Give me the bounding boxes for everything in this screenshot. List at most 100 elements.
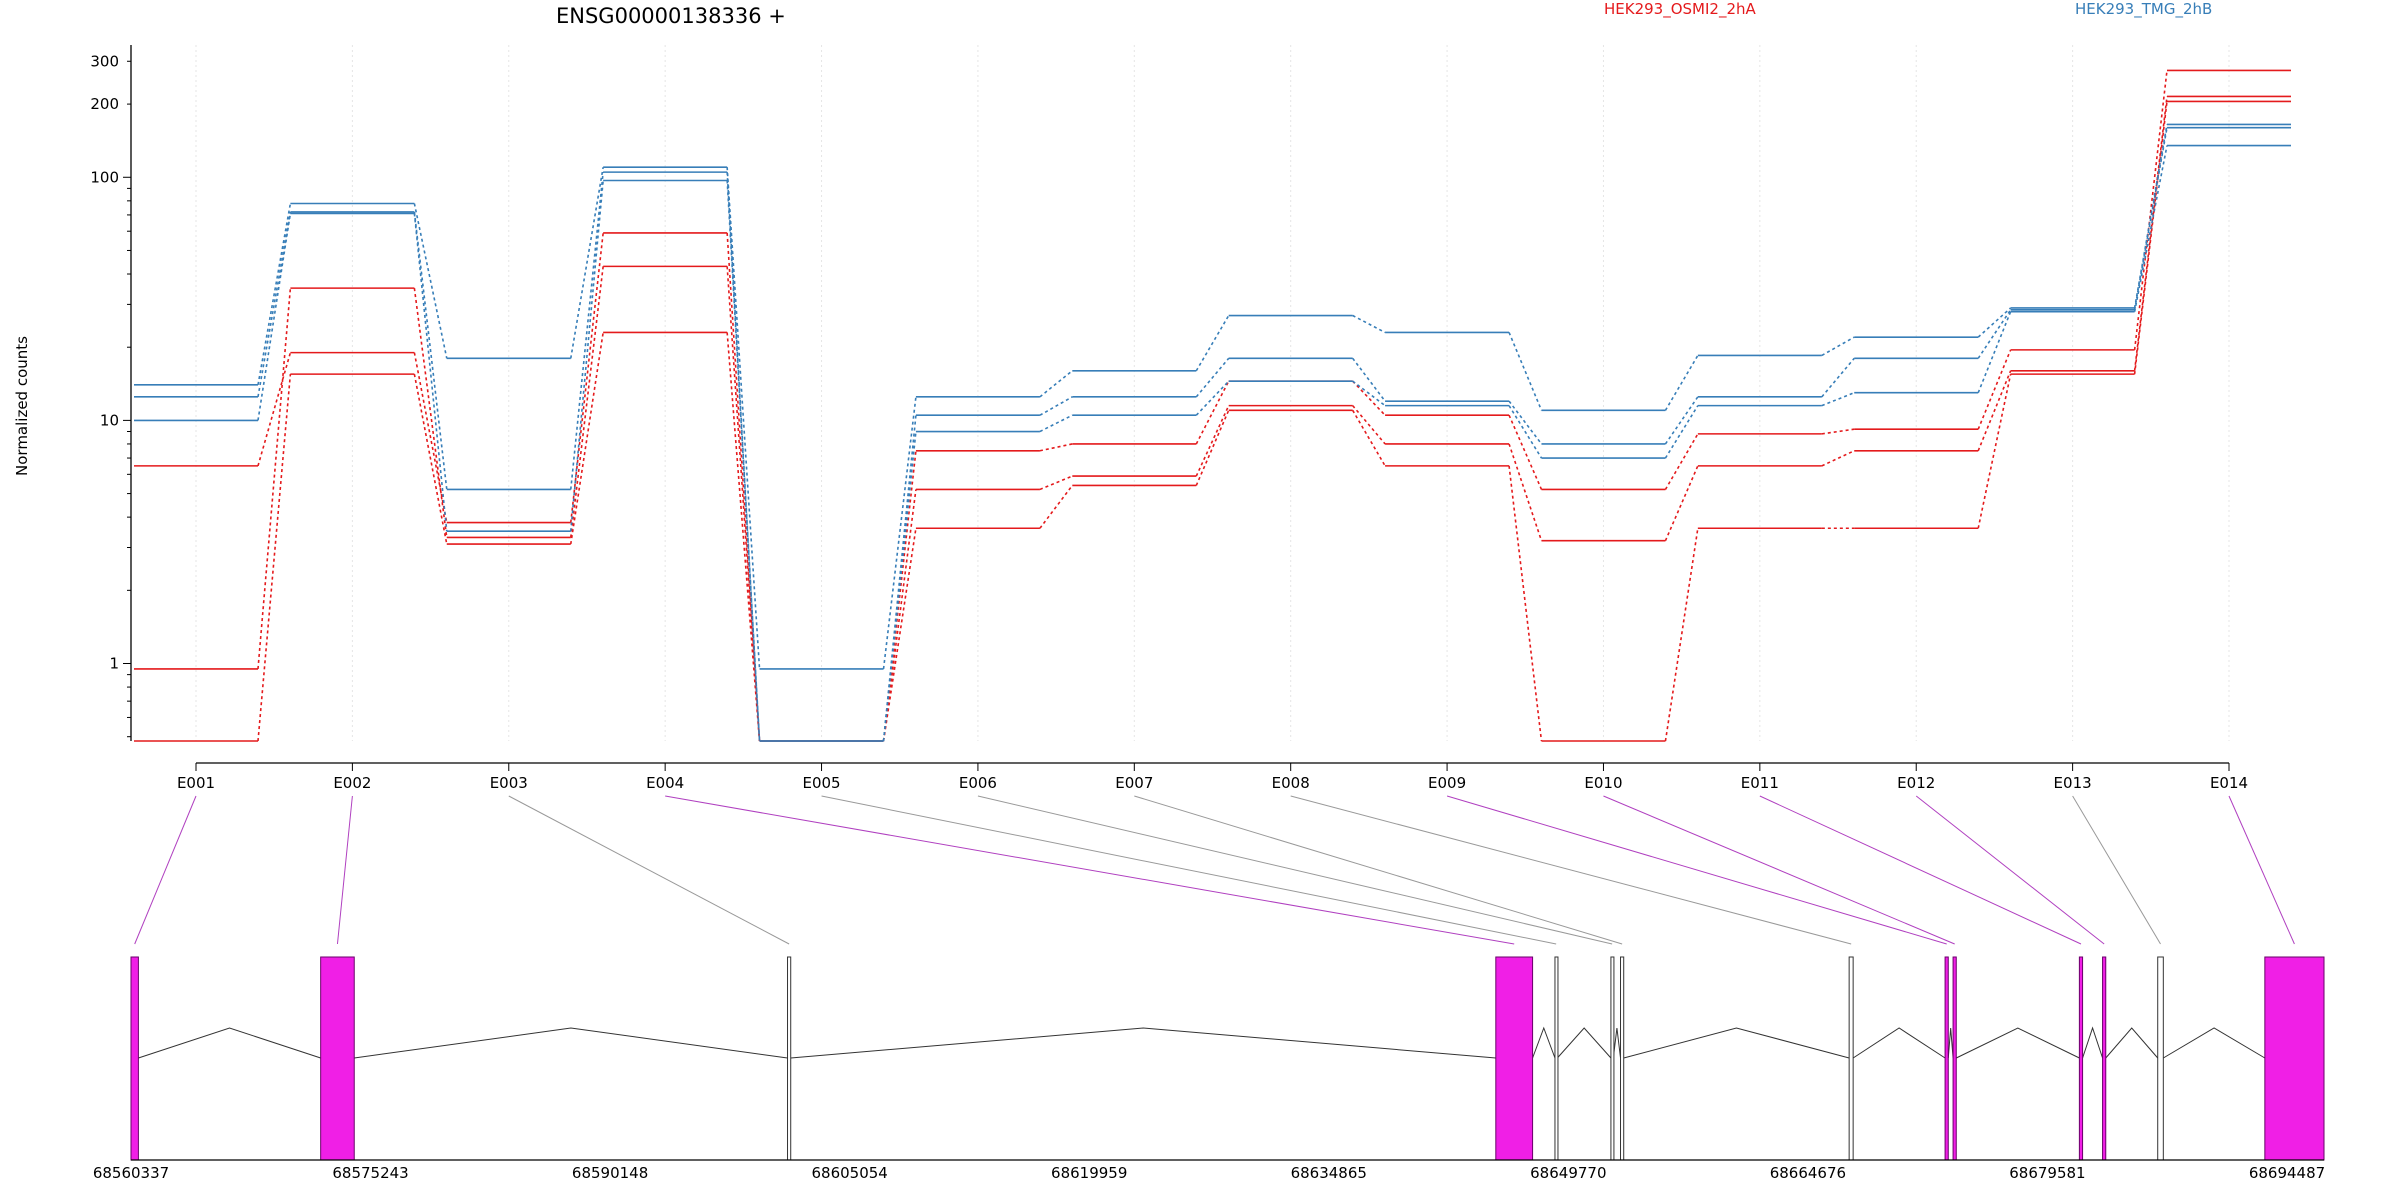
series-connector (413, 288, 448, 538)
genomic-tick-label: 68575243 (332, 1164, 408, 1182)
series-connector (1039, 443, 1073, 452)
series-connector (1195, 357, 1230, 398)
x-tick-label: E002 (333, 774, 371, 792)
series-connector (2133, 145, 2168, 312)
x-tick-label: E011 (1741, 774, 1779, 792)
connector-line (1290, 795, 1852, 945)
exon-E010 (1952, 956, 1957, 1161)
series-connector (257, 211, 292, 397)
x-tick-label: E004 (646, 774, 684, 792)
series-lines (134, 69, 2291, 742)
x-tick-label: E009 (1428, 774, 1466, 792)
series-5 (134, 126, 2291, 742)
x-tick-label: E012 (1897, 774, 1935, 792)
series-connector (257, 352, 292, 467)
connector-line (977, 795, 1613, 945)
exon-E011 (2078, 956, 2084, 1161)
intron-line (2105, 1027, 2159, 1059)
exon-E012 (2102, 956, 2107, 1161)
connector-line (2072, 795, 2161, 945)
intron-line (1956, 1027, 2080, 1059)
x-tick-label: E007 (1115, 774, 1153, 792)
exon-E005 (1554, 956, 1559, 1161)
series-connector (1039, 475, 1073, 491)
series-connector (882, 431, 917, 742)
series-connector (569, 332, 604, 545)
exon-E014 (2264, 956, 2325, 1161)
y-tick-label: 300 (90, 52, 119, 70)
x-tick-label: E006 (959, 774, 997, 792)
series-connector (2133, 127, 2168, 310)
series-connector (569, 172, 604, 490)
series-connector (1977, 309, 2012, 359)
intron-line (1623, 1027, 1850, 1059)
grid-lines (195, 45, 2230, 741)
x-tick-label: E001 (177, 774, 215, 792)
series-connector (882, 528, 917, 742)
x-tick-label: E008 (1272, 774, 1310, 792)
genomic-tick-label: 68634865 (1291, 1164, 1367, 1182)
series-connector (569, 266, 604, 538)
connector-line (1134, 795, 1623, 945)
connector-line (665, 795, 1515, 945)
series-connector (2133, 101, 2168, 375)
series-connector (1508, 400, 1543, 445)
series-connector (1352, 314, 1386, 334)
x-tick-label: E010 (1584, 774, 1622, 792)
series-connector (1195, 405, 1230, 477)
series-connector (1195, 315, 1230, 372)
series-connector (1664, 396, 1699, 445)
exon-E001 (130, 956, 139, 1161)
connector-line (2228, 795, 2295, 945)
series-connector (1352, 357, 1386, 402)
series-1 (134, 69, 2291, 742)
series-connector (1977, 370, 2012, 452)
exon-E007 (1620, 956, 1625, 1161)
series-connector (1508, 332, 1543, 411)
series-3 (134, 100, 2291, 742)
axes: 1 10 100 200 300 E001 E002 E003 E004 E005 E006 E007… (90, 45, 2248, 792)
exon-E003 (787, 956, 792, 1161)
intron-line (1852, 1027, 1946, 1059)
y-tick-label: 1 (109, 655, 119, 673)
series-connector (1977, 373, 2012, 529)
series-connector (726, 167, 761, 669)
gene-model (130, 956, 2325, 1161)
intron-line (790, 1027, 1496, 1059)
genomic-tick-label: 68679581 (2009, 1164, 2085, 1182)
series-connector (1664, 465, 1699, 542)
intron-line (1532, 1026, 1556, 1059)
connector-line (508, 795, 790, 945)
series-connector (1664, 405, 1699, 459)
y-tick-label: 200 (90, 95, 119, 113)
series-4 (134, 123, 2291, 670)
series-6 (134, 144, 2291, 742)
connector-line (1446, 795, 1947, 945)
series-connector (1508, 405, 1543, 459)
genomic-tick-label: 68560337 (93, 1164, 169, 1182)
series-connector (1039, 414, 1073, 433)
series-connector (413, 203, 448, 359)
series-connector (569, 232, 604, 523)
connector-line (1603, 795, 1955, 945)
series-connector (1508, 443, 1543, 541)
series-connector (726, 332, 761, 742)
exon-E009 (1944, 956, 1949, 1161)
connector-line (1915, 795, 2105, 945)
intron-line (2082, 1026, 2104, 1059)
series-connector (2133, 70, 2168, 350)
series-connector (1821, 391, 1855, 407)
y-tick-label: 100 (90, 168, 119, 186)
series-connector (1508, 414, 1543, 490)
connector-line (821, 795, 1557, 945)
intron-line (2163, 1027, 2266, 1059)
genomic-axis: 68560337 68575243 68590148 68605054 68619959… (93, 1159, 2325, 1182)
series-connector (1977, 349, 2012, 430)
series-connector (569, 180, 604, 532)
series-connector (726, 266, 761, 742)
series-connector (1821, 450, 1855, 467)
exon-E006 (1610, 956, 1615, 1161)
series-2 (134, 95, 2291, 742)
exon-E002 (320, 956, 355, 1161)
connector-line (134, 795, 197, 945)
